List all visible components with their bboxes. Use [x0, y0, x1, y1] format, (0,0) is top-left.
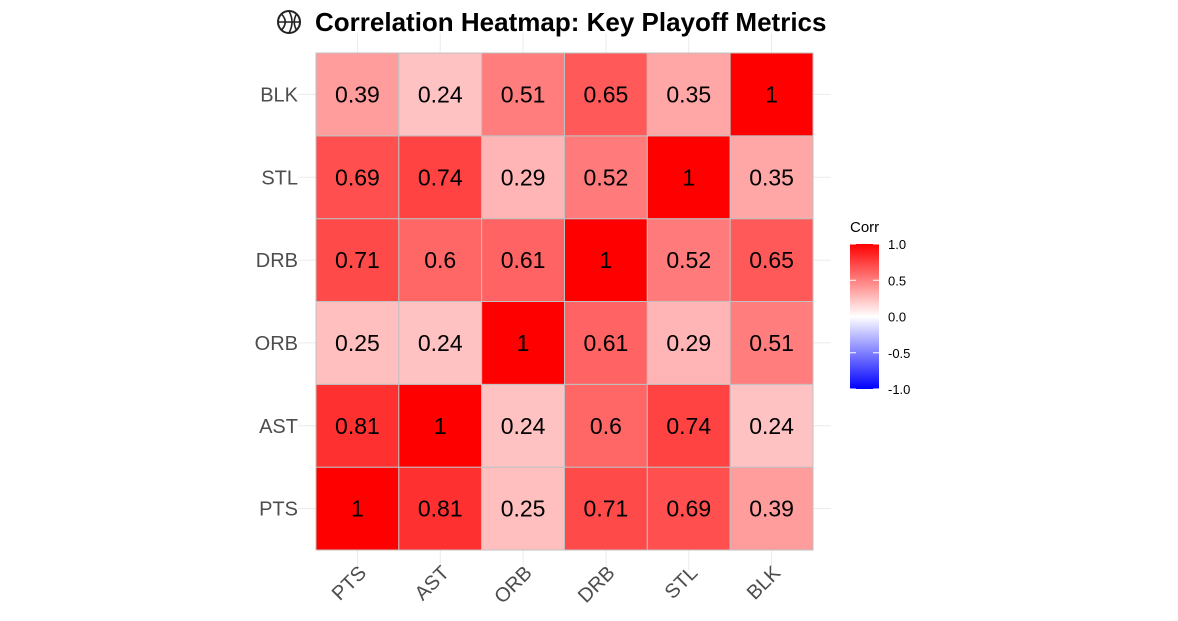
cell-value-label: 0.25: [335, 330, 380, 356]
heatmap-cell: [729, 383, 814, 468]
heatmap-cell: [315, 301, 400, 385]
cell-value-label: 0.24: [749, 413, 794, 439]
cell-value-label: 0.51: [501, 81, 546, 107]
cell-value-label: 0.29: [501, 164, 546, 190]
cell-value-label: 1: [517, 330, 530, 356]
cell-value-label: 0.61: [501, 247, 546, 273]
heatmap-cells: [315, 52, 814, 551]
cell-value-label: 0.74: [418, 164, 463, 190]
cell-value-label: 0.74: [666, 413, 711, 439]
chart-title-group: Correlation Heatmap: Key Playoff Metrics: [277, 7, 826, 37]
heatmap-cell: [646, 383, 731, 468]
heatmap-cell: [729, 301, 814, 385]
heatmap-cell: [481, 466, 565, 551]
heatmap-cell: [646, 218, 731, 303]
color-legend: Corr 1.0 0.5 0.0 -0.5 -1.0: [850, 219, 910, 397]
cell-value-label: 1: [351, 496, 364, 522]
cell-value-label: 0.35: [666, 81, 711, 107]
heatmap-cell: [481, 383, 565, 468]
cell-value-label: 0.29: [666, 330, 711, 356]
cell-value-label: 1: [682, 164, 695, 190]
cell-value-label: 0.39: [335, 81, 380, 107]
cell-value-label: 0.71: [335, 247, 380, 273]
cell-value-label: 0.52: [666, 247, 711, 273]
y-tick-label: PTS: [259, 499, 298, 521]
heatmap-cell: [646, 52, 731, 137]
heatmap-cell: [315, 466, 400, 551]
cell-value-label: 0.24: [501, 413, 546, 439]
legend-tick-label: 0.5: [888, 273, 906, 288]
legend-tick-label: -1.0: [888, 382, 910, 397]
cell-value-label: 0.6: [424, 247, 456, 273]
y-tick-label: AST: [259, 416, 298, 438]
heatmap-cell-labels: 1 0.81 0.25 0.71 0.69 0.39 0.81 1 0.24 0.6 0.74 0.2…: [335, 81, 794, 521]
heatmap-cell: [729, 218, 814, 303]
basketball-icon: [277, 10, 301, 34]
cell-value-label: 0.6: [590, 413, 622, 439]
cell-value-label: 0.24: [418, 330, 463, 356]
cell-value-label: 0.35: [749, 164, 794, 190]
heatmap-cell: [398, 383, 483, 468]
x-tick-label: ORB: [490, 562, 536, 608]
heatmap-cell: [481, 52, 565, 137]
legend-tick-label: -0.5: [888, 346, 910, 361]
y-tick-label: STL: [261, 167, 298, 189]
cell-value-label: 0.71: [584, 496, 629, 522]
heatmap-cell: [564, 135, 648, 220]
heatmap-cell: [481, 218, 565, 303]
heatmap-cell: [315, 218, 400, 303]
heatmap-cell: [646, 466, 731, 551]
heatmap-cell: [564, 383, 648, 468]
legend-title: Corr: [850, 219, 879, 236]
cell-value-label: 0.52: [584, 164, 629, 190]
cell-value-label: 0.81: [335, 413, 380, 439]
cell-value-label: 0.25: [501, 496, 546, 522]
heatmap-cell: [398, 218, 483, 303]
cell-value-label: 0.65: [749, 247, 794, 273]
heatmap-cell: [646, 135, 731, 220]
cell-value-label: 0.39: [749, 496, 794, 522]
legend-ticks: 1.0 0.5 0.0 -0.5 -1.0: [850, 237, 910, 397]
legend-tick-label: 0.0: [888, 310, 906, 325]
cell-value-label: 1: [434, 413, 447, 439]
cell-value-label: 1: [600, 247, 613, 273]
heatmap-cell: [729, 466, 814, 551]
heatmap-cell: [729, 135, 814, 220]
x-tick-label: BLK: [743, 562, 786, 605]
heatmap-cell: [564, 466, 648, 551]
x-tick-label: DRB: [574, 562, 619, 607]
heatmap-cell: [398, 52, 483, 137]
cell-value-label: 1: [765, 81, 778, 107]
x-tick-label: AST: [411, 562, 454, 605]
x-tick-label: PTS: [328, 562, 371, 605]
cell-value-label: 0.81: [418, 496, 463, 522]
heatmap-cell: [481, 301, 565, 385]
cell-value-label: 0.51: [749, 330, 794, 356]
chart-title: Correlation Heatmap: Key Playoff Metrics: [315, 7, 826, 37]
heatmap-cell: [646, 301, 731, 385]
heatmap-cell: [398, 301, 483, 385]
cell-value-label: 0.61: [584, 330, 629, 356]
y-axis-tick-labels: PTS AST ORB DRB STL BLK: [255, 84, 299, 520]
cell-value-label: 0.65: [584, 81, 629, 107]
cell-value-label: 0.69: [666, 496, 711, 522]
x-tick-label: STL: [661, 562, 702, 603]
cell-value-label: 0.24: [418, 81, 463, 107]
y-tick-label: DRB: [256, 250, 298, 272]
legend-tick-label: 1.0: [888, 237, 906, 252]
y-tick-label: ORB: [255, 333, 298, 355]
y-tick-label: BLK: [260, 84, 298, 106]
heatmap-cell: [729, 52, 814, 137]
x-axis-tick-labels: PTS AST ORB DRB STL BLK: [328, 562, 786, 609]
cell-value-label: 0.69: [335, 164, 380, 190]
